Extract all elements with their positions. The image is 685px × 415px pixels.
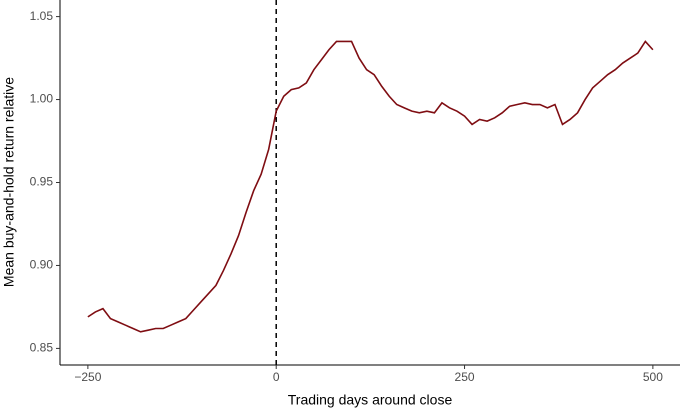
y-axis-label: Mean buy-and-hold return relative xyxy=(1,77,17,287)
x-tick-label: 0 xyxy=(273,370,280,384)
y-tick-label: 1.05 xyxy=(30,9,54,23)
y-tick-label: 0.95 xyxy=(30,175,54,189)
x-tick-label: −250 xyxy=(74,370,101,384)
x-tick-label: 250 xyxy=(455,370,475,384)
x-axis-label: Trading days around close xyxy=(288,392,453,408)
y-tick-label: 0.90 xyxy=(30,258,54,272)
y-tick-label: 0.85 xyxy=(30,341,54,355)
x-tick-label: 500 xyxy=(643,370,663,384)
data-line xyxy=(87,40,654,333)
y-tick-label: 1.00 xyxy=(30,92,54,106)
